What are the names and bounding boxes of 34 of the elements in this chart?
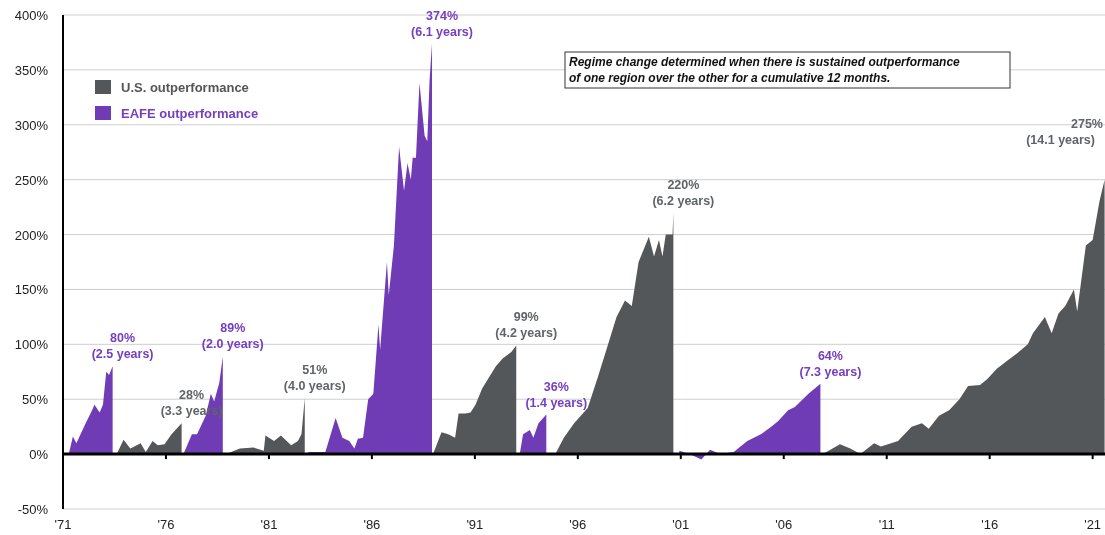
legend-label: EAFE outperformance (121, 106, 259, 121)
y-tick-label: 300% (14, 117, 49, 133)
x-tick-label: '71 (54, 517, 72, 532)
annotation: 64% (7.3 years) (799, 348, 862, 379)
annotation: 220% (6.2 years) (652, 177, 715, 208)
y-tick-label: 200% (14, 227, 49, 243)
y-tick-label: 100% (14, 337, 49, 353)
annotation: 51% (4.0 years) (283, 363, 346, 394)
x-tick-label: '06 (775, 517, 793, 532)
annotation: Regime change determined when there is sustained outperformance of one region over the other for a cumulative 12 months. (569, 55, 961, 85)
y-tick-label: 250% (14, 172, 49, 188)
y-tick-label: 400% (14, 8, 49, 23)
x-tick-label: '11 (878, 517, 895, 532)
x-tick-label: '21 (1084, 517, 1102, 532)
x-tick-label: '91 (466, 517, 484, 532)
annotation: 89% (2.0 years) (201, 321, 264, 352)
x-tick-label: '81 (260, 517, 278, 532)
y-tick-label: 350% (14, 62, 49, 78)
y-tick-label: 0% (29, 447, 49, 463)
x-tick-label: '86 (363, 517, 381, 532)
annotation: 99% (4.2 years) (495, 310, 558, 341)
annotation: 374% (6.1 years) (411, 8, 473, 39)
y-tick-label: 50% (21, 392, 49, 408)
annotation: 36% (1.4 years) (525, 379, 588, 410)
annotation: 80% (2.5 years) (91, 331, 154, 362)
note-box: Regime change determined when there is sustained outperformance of one region over the other for a cumulative 12 months. (564, 51, 1011, 89)
annotation: 275% (14.1 years) (1026, 117, 1103, 148)
x-tick-label: '76 (157, 517, 175, 532)
x-tick-label: '01 (672, 517, 690, 532)
x-tick-label: '16 (981, 517, 999, 532)
y-tick-label: -50% (17, 502, 49, 517)
x-tick-label: '96 (569, 517, 587, 532)
y-tick-label: 150% (14, 282, 49, 298)
legend-label: U.S. outperformance (121, 80, 249, 95)
